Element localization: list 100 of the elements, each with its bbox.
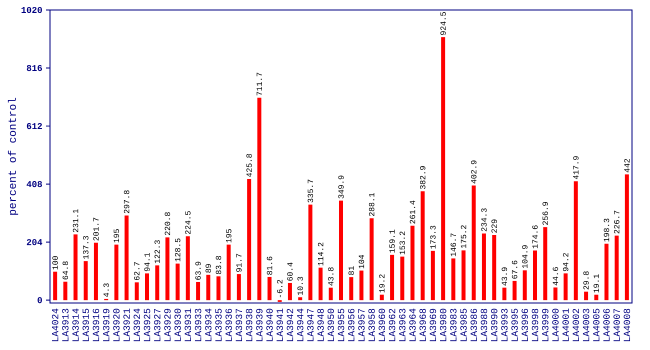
bar	[268, 276, 272, 300]
bar	[410, 226, 414, 300]
y-axis-title: percent of control	[8, 98, 18, 215]
x-tick-label: LA4006	[603, 308, 610, 342]
bar	[441, 37, 446, 300]
x-tick-label: LA3950	[328, 308, 334, 342]
x-tick-label: LA3939	[256, 308, 263, 342]
x-tick-label: LA3990	[490, 308, 498, 342]
bar	[492, 235, 496, 300]
bar	[84, 261, 88, 300]
x-tick-label: LA3983	[450, 308, 457, 342]
bar	[114, 244, 118, 300]
bar	[584, 292, 588, 300]
bar	[359, 270, 364, 300]
x-tick-label: LA3958	[368, 308, 375, 342]
x-tick-label: LA4002	[572, 308, 580, 342]
x-tick-label: LA3938	[246, 308, 252, 342]
x-tick-label: LA3947	[307, 308, 314, 342]
bar	[400, 256, 404, 300]
x-tick-label: LA3999	[542, 308, 548, 342]
bar	[339, 200, 344, 300]
bar	[451, 258, 456, 300]
x-tick-label: LA3944	[296, 308, 304, 342]
x-tick-label: LA3920	[113, 308, 120, 342]
bar	[462, 250, 466, 300]
x-tick-label: LA3986	[470, 308, 477, 342]
bar	[155, 265, 160, 300]
y-tick-label: 612	[26, 123, 42, 130]
x-tick-label: LA3921	[123, 308, 130, 342]
y-tick-label: 204	[26, 239, 42, 246]
x-tick-label: LA3985	[460, 308, 467, 342]
x-tick-label: LA3940	[266, 308, 273, 342]
x-tick-label: LA3948	[317, 308, 324, 342]
x-tick-label: LA4001	[562, 308, 569, 342]
x-tick-label: LA3941	[276, 308, 283, 342]
y-tick-label: 0	[38, 297, 42, 304]
x-tick-label: LA3916	[92, 308, 100, 342]
x-tick-label: LA3924	[134, 308, 140, 342]
bar	[206, 274, 210, 300]
x-tick-label: LA3996	[522, 308, 528, 342]
x-tick-label: LA3964	[409, 308, 416, 342]
bar	[564, 273, 568, 300]
bar	[318, 268, 323, 300]
y-tick-label: 408	[26, 181, 42, 188]
x-tick-label: LA3935	[215, 308, 222, 342]
x-tick-label: LA3927	[154, 308, 160, 342]
bar	[196, 282, 200, 300]
bar	[604, 244, 608, 300]
bar	[624, 174, 629, 300]
x-tick-label: LA4003	[582, 308, 590, 342]
x-tick-label: LA3913	[62, 308, 69, 342]
bar	[308, 204, 312, 300]
bar	[145, 273, 150, 300]
x-tick-label: LA4000	[552, 308, 559, 342]
bar	[236, 274, 241, 300]
x-tick-label: LA4007	[613, 308, 620, 342]
bar	[216, 276, 220, 300]
x-tick-label: LA4008	[624, 308, 630, 342]
bar	[94, 242, 98, 300]
bar	[298, 297, 302, 300]
bar	[53, 272, 58, 300]
bar	[370, 218, 374, 300]
bar	[482, 234, 486, 300]
bar	[257, 98, 262, 300]
bar	[502, 288, 506, 300]
bar	[288, 282, 292, 300]
bar	[430, 250, 435, 300]
x-tick-label: LA3957	[358, 308, 365, 342]
x-tick-label: LA3936	[225, 308, 232, 342]
x-tick-label: LA3933	[194, 308, 202, 342]
bar	[420, 191, 425, 300]
x-tick-label: LA3980	[440, 308, 446, 342]
bar	[512, 280, 517, 300]
x-tick-label: LA3998	[532, 308, 538, 342]
x-tick-label: LA3915	[82, 308, 89, 342]
bar	[328, 288, 333, 300]
x-tick-label: LA3914	[72, 308, 79, 342]
bar	[594, 294, 598, 300]
x-tick-label: LA3960	[378, 308, 386, 342]
bar	[226, 244, 231, 300]
bar	[186, 236, 190, 300]
x-tick-label: LA3942	[286, 308, 294, 342]
x-tick-label: LA3956	[348, 308, 354, 342]
bar	[380, 294, 384, 300]
bar	[349, 277, 354, 300]
bar	[134, 282, 139, 300]
x-tick-label: LA3937	[236, 308, 242, 342]
bar	[533, 250, 538, 300]
y-tick-label: 816	[26, 64, 42, 72]
x-tick-label: LA3963	[399, 308, 406, 342]
x-tick-label: LA3955	[338, 308, 344, 342]
bar	[390, 254, 394, 300]
bar	[63, 282, 68, 300]
bar	[176, 264, 180, 300]
x-tick-label: LA3993	[501, 308, 508, 342]
x-tick-label: LA3925	[144, 308, 150, 342]
bar	[522, 270, 527, 300]
bar	[124, 215, 129, 300]
x-tick-label: LA4024	[52, 308, 58, 342]
x-tick-label: LA3929	[164, 308, 171, 342]
